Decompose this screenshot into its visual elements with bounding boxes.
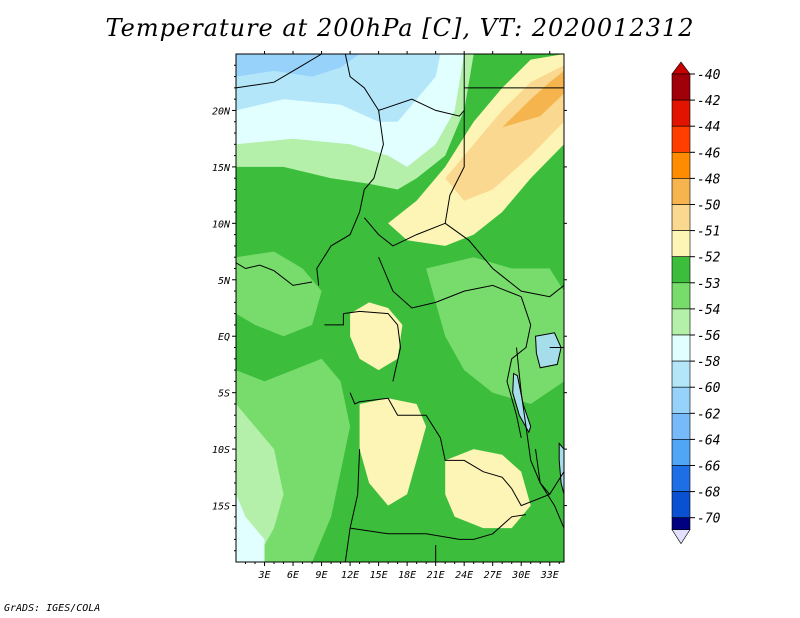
temperature-region — [236, 54, 360, 77]
y-tick-label: 20N — [212, 106, 231, 117]
colorbar-swatch — [671, 386, 691, 414]
colorbar-swatch — [671, 204, 691, 231]
x-tick-label: 33E — [540, 570, 559, 581]
colorbar-swatch — [671, 517, 691, 531]
colorbar-label: -70 — [697, 512, 721, 527]
country-border — [378, 257, 522, 309]
country-border — [378, 54, 465, 117]
country-border — [343, 310, 402, 382]
y-tick-label: 10S — [212, 445, 230, 456]
country-border — [236, 262, 313, 286]
y-tick-label: EQ — [218, 332, 230, 343]
colorbar-label: -50 — [697, 199, 721, 214]
axes-layer: 3E 6E 9E 12E 15E 18E 21E 24E 27E 30E 33E 20N 15N 10N 5… — [212, 51, 567, 581]
x-tick-label: 6E — [287, 570, 299, 581]
x-tick-label: 15E — [370, 570, 388, 581]
colorbar-swatch — [671, 439, 691, 466]
colorbar-swatch — [671, 73, 691, 101]
colorbar-swatch — [671, 99, 691, 127]
y-tick-label: 15N — [212, 163, 231, 174]
colorbar-swatch — [671, 308, 691, 336]
colorbar-swatch — [671, 412, 691, 440]
temperature-region — [445, 449, 531, 529]
colorbar-label: -58 — [697, 355, 721, 370]
colorbar-label: -53 — [697, 277, 720, 292]
temperature-region — [236, 494, 265, 562]
colorbar-swatch — [671, 491, 691, 519]
temperature-region — [236, 251, 322, 337]
colorbar-swatch — [671, 282, 691, 310]
colorbar-label: -62 — [697, 407, 721, 422]
colorbar-label: -51 — [697, 225, 720, 240]
map-title: Temperature at 200hPa [C], VT: 202001231… — [105, 14, 695, 42]
lake-outline — [558, 442, 564, 495]
country-border — [363, 110, 465, 247]
colorbar-label: -52 — [697, 251, 721, 266]
x-tick-label: 9E — [316, 570, 328, 581]
colorbar-swatch — [671, 230, 691, 258]
x-tick-label: 3E — [257, 570, 270, 581]
colorbar-swatch — [671, 256, 691, 284]
country-border — [350, 514, 527, 540]
plot-frame — [235, 53, 565, 563]
colorbar-label: -60 — [697, 381, 721, 396]
x-tick-label: 21E — [427, 570, 445, 581]
lake-outline — [512, 372, 532, 434]
country-border — [535, 449, 564, 529]
colorbar-swatch — [671, 465, 691, 492]
colorbar-label: -66 — [697, 460, 721, 475]
x-tick-label: 30E — [511, 570, 530, 581]
temperature-region — [359, 398, 427, 506]
temperature-region — [502, 70, 564, 128]
grads-credit: GrADS: IGES/COLA — [4, 603, 101, 614]
colorbar-label: -42 — [697, 94, 721, 109]
lakes-layer — [512, 332, 564, 495]
y-tick-label: 5N — [218, 276, 231, 287]
y-tick-label: 10N — [212, 219, 231, 230]
colorbar-label: -54 — [697, 303, 720, 318]
country-border — [444, 222, 564, 298]
lake-outline — [534, 332, 562, 369]
temperature-region — [350, 302, 403, 371]
x-tick-label: 24E — [455, 570, 473, 581]
colorbar-bottom-triangle — [671, 529, 691, 545]
plot-area — [236, 54, 564, 562]
x-tick-label: 12E — [341, 570, 359, 581]
colorbar-label: -44 — [697, 120, 720, 135]
colorbar-swatch — [671, 178, 691, 205]
colorbar-swatch — [671, 152, 691, 179]
colorbar-label: -48 — [697, 172, 721, 187]
colorbar-swatch — [671, 334, 691, 362]
colorbar-label: -68 — [697, 486, 721, 501]
colorbar-swatch — [671, 360, 691, 388]
temperature-fill-layer — [236, 54, 564, 562]
x-tick-label: 27E — [484, 570, 502, 581]
colorbar-label: -64 — [697, 433, 720, 448]
x-tick-label: 18E — [398, 570, 416, 581]
colorbar-swatch — [671, 125, 691, 153]
country-border — [344, 449, 361, 562]
borders-layer — [236, 54, 564, 562]
country-border — [324, 313, 344, 326]
colorbar-label: -56 — [697, 329, 721, 344]
country-border — [316, 54, 384, 286]
country-border — [506, 296, 532, 438]
colorbar-top-triangle — [671, 61, 691, 75]
y-tick-label: 15S — [212, 502, 230, 513]
colorbar-label: -46 — [697, 146, 721, 161]
y-tick-label: 5S — [218, 389, 230, 400]
country-border — [236, 54, 322, 89]
colorbar: -40 -42 -44 -46 -48 -50 -51 -52 -53 -54 -56 -58 -60 -… — [671, 61, 721, 545]
country-border — [349, 392, 564, 507]
temperature-region — [426, 257, 564, 404]
colorbar-label: -40 — [697, 68, 721, 83]
